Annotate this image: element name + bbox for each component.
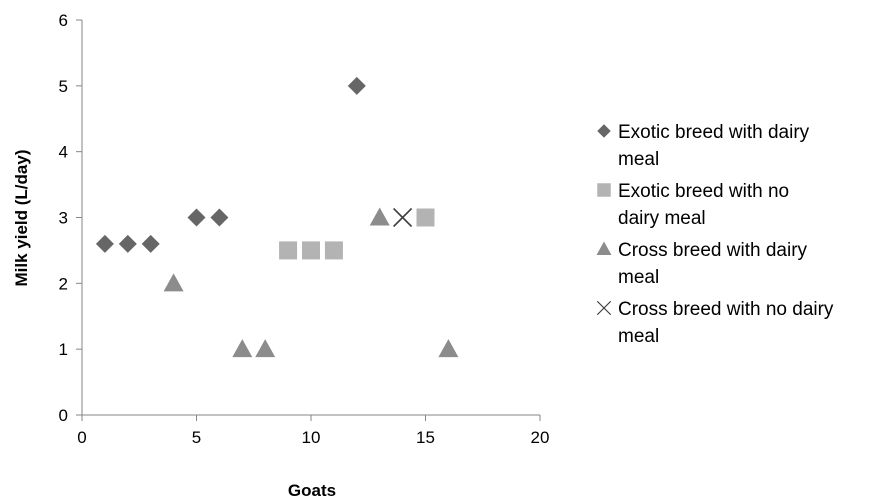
x-tick-label: 20: [531, 428, 550, 447]
series-2: [279, 208, 435, 260]
data-point: [416, 208, 435, 227]
data-point: [210, 208, 229, 227]
y-tick-label: 4: [59, 143, 68, 162]
y-axis-ticks: 0 1 2 3 4 5 6: [59, 11, 82, 425]
x-marker-icon: [596, 300, 612, 316]
data-point: [255, 339, 276, 358]
plot-area: [95, 76, 459, 358]
y-tick-label: 2: [59, 274, 68, 293]
y-tick-label: 0: [59, 406, 68, 425]
y-tick-label: 1: [59, 340, 68, 359]
legend-label: Exotic breed with dairy: [618, 122, 810, 143]
legend-marker: [597, 183, 611, 197]
data-point: [163, 273, 184, 292]
data-point: [232, 339, 253, 358]
data-point: [393, 207, 413, 228]
data-point: [438, 339, 459, 358]
legend-label: Cross breed with no dairy: [618, 299, 834, 320]
data-point: [118, 234, 137, 253]
data-point: [95, 234, 114, 253]
legend-marker: [596, 300, 612, 316]
legend-label: meal: [618, 326, 659, 347]
legend-label: Cross breed with dairy: [618, 240, 808, 261]
diamond-marker-icon: [597, 124, 611, 138]
data-point: [369, 207, 390, 226]
y-tick-label: 5: [59, 77, 68, 96]
legend-label: meal: [618, 149, 659, 170]
x-axis-ticks: 0 5 10 15 20: [77, 415, 549, 447]
legend-entry: Cross breed with dairy meal: [596, 240, 808, 288]
data-point: [187, 208, 206, 227]
legend-label: dairy meal: [618, 208, 706, 229]
legend-entry: Exotic breed with dairy meal: [597, 122, 810, 170]
data-point: [347, 76, 366, 95]
y-axis-title: Milk yield (L/day): [12, 150, 31, 287]
x-axis-title: Goats: [288, 481, 336, 500]
x-tick-label: 10: [302, 428, 321, 447]
triangle-marker-icon: [596, 241, 612, 255]
x-tick-label: 5: [192, 428, 201, 447]
data-point: [324, 241, 343, 260]
series-3: [163, 207, 459, 358]
legend-marker: [597, 124, 611, 138]
data-point: [302, 241, 320, 260]
x-tick-label: 15: [416, 428, 435, 447]
legend-marker: [596, 241, 612, 255]
legend-entry: Cross breed with no dairy meal: [596, 299, 834, 347]
data-point: [141, 234, 160, 253]
legend-label: Exotic breed with no: [618, 181, 789, 202]
y-tick-label: 3: [59, 209, 68, 228]
x-tick-label: 0: [77, 428, 86, 447]
y-tick-label: 6: [59, 11, 68, 30]
data-point: [279, 241, 298, 260]
series-1: [95, 76, 366, 253]
legend-label: meal: [618, 267, 659, 288]
square-marker-icon: [597, 183, 611, 197]
series-4: [393, 207, 413, 228]
legend-entry: Exotic breed with no dairy meal: [597, 181, 789, 229]
